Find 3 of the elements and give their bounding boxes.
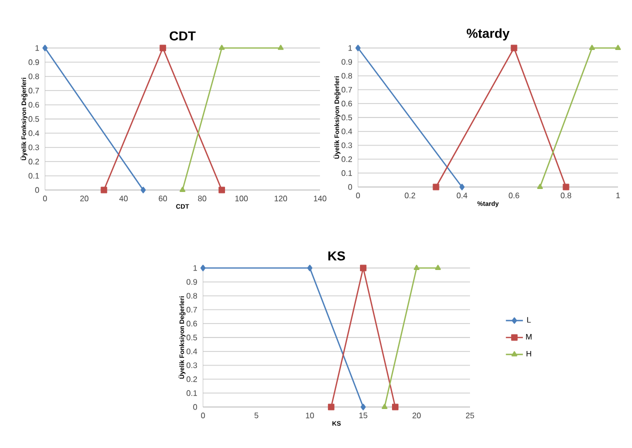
chart-title: CDT <box>170 31 196 40</box>
chart-title: KS <box>328 251 345 260</box>
chart-title: %tardy <box>466 28 510 40</box>
